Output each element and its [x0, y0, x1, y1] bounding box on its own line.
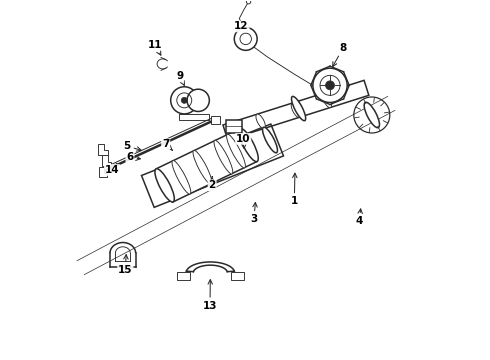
- Ellipse shape: [214, 140, 233, 174]
- Text: 9: 9: [176, 71, 184, 85]
- Polygon shape: [102, 156, 111, 166]
- Ellipse shape: [239, 129, 258, 162]
- Polygon shape: [157, 128, 257, 202]
- Ellipse shape: [292, 96, 306, 121]
- Ellipse shape: [172, 161, 191, 194]
- Polygon shape: [98, 167, 107, 177]
- Text: 4: 4: [356, 209, 363, 226]
- Text: 10: 10: [236, 134, 250, 148]
- Text: 1: 1: [291, 173, 298, 206]
- Circle shape: [171, 87, 198, 114]
- Ellipse shape: [226, 134, 245, 168]
- Text: 14: 14: [105, 164, 120, 175]
- FancyBboxPatch shape: [226, 120, 242, 133]
- Circle shape: [325, 81, 335, 90]
- Text: 3: 3: [250, 203, 258, 224]
- Ellipse shape: [322, 93, 332, 108]
- Text: 6: 6: [126, 153, 140, 162]
- FancyBboxPatch shape: [231, 272, 244, 280]
- Ellipse shape: [291, 103, 300, 117]
- FancyBboxPatch shape: [211, 116, 220, 124]
- Ellipse shape: [364, 102, 379, 128]
- Ellipse shape: [193, 150, 212, 184]
- Text: 7: 7: [162, 139, 172, 150]
- Text: 11: 11: [147, 40, 162, 55]
- Text: 8: 8: [333, 43, 347, 67]
- Circle shape: [246, 0, 251, 4]
- Ellipse shape: [263, 127, 277, 153]
- Ellipse shape: [155, 169, 174, 202]
- Circle shape: [187, 89, 209, 112]
- Circle shape: [313, 68, 347, 103]
- Circle shape: [181, 97, 187, 103]
- Polygon shape: [98, 144, 108, 155]
- Text: 15: 15: [118, 255, 133, 275]
- Text: 2: 2: [209, 177, 216, 190]
- Text: 12: 12: [234, 21, 249, 31]
- Text: 13: 13: [203, 280, 217, 311]
- FancyBboxPatch shape: [177, 272, 190, 280]
- Ellipse shape: [256, 114, 265, 129]
- Text: 5: 5: [123, 141, 141, 151]
- Circle shape: [234, 27, 257, 50]
